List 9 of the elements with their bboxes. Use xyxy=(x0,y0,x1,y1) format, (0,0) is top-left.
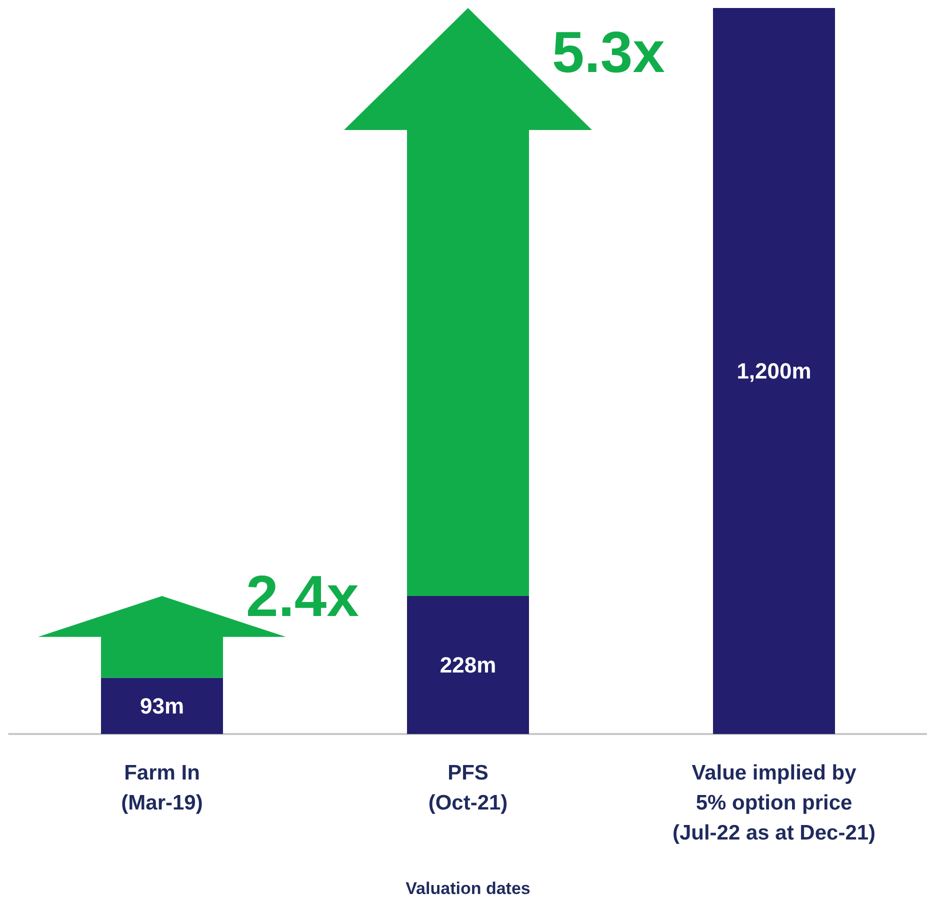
x-tick-label: Farm In (Mar-19) xyxy=(121,762,203,814)
x-axis-title: Valuation dates xyxy=(406,879,530,898)
data-label: 1,200m xyxy=(736,358,812,384)
annotation: 2.4x xyxy=(246,564,359,630)
annotation: 5.3x xyxy=(552,20,665,85)
x-tick-label: Value implied by 5% option price (Jul-22 as at Dec-21) xyxy=(672,762,876,844)
data-label: 228m xyxy=(440,652,496,678)
data-label: 93m xyxy=(140,693,184,718)
x-tick-label: PFS (Oct-21) xyxy=(428,762,508,814)
